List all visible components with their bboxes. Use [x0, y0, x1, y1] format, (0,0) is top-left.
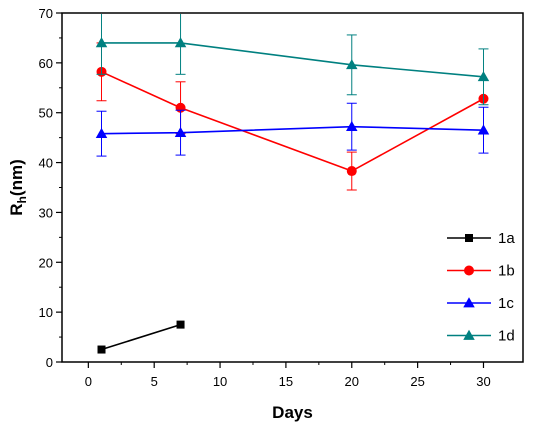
legend-item-1c: 1c: [447, 295, 514, 312]
legend-item-1b: 1b: [447, 263, 515, 280]
x-tick-label: 30: [476, 374, 490, 389]
data-point: [95, 37, 108, 48]
x-axis-title: Days: [272, 403, 313, 422]
plot-frame: [61, 12, 524, 363]
data-point: [477, 124, 490, 135]
x-tick-label: 15: [279, 374, 293, 389]
series-1d: [95, 14, 490, 106]
x-tick-label: 5: [151, 374, 158, 389]
x-tick-label: 20: [345, 374, 359, 389]
data-point: [346, 166, 357, 177]
legend-label: 1b: [498, 263, 515, 280]
y-axis-title-main: R: [7, 203, 26, 215]
legend-item-1a: 1a: [447, 230, 515, 247]
data-point: [174, 37, 187, 48]
y-axis-title-subscript: h: [15, 196, 29, 203]
y-tick-label: 60: [39, 56, 53, 71]
series-line: [101, 71, 484, 172]
x-tick-label: 25: [410, 374, 424, 389]
y-tick-label: 40: [39, 156, 53, 171]
legend-marker: [464, 265, 474, 276]
y-tick-label: 0: [46, 355, 53, 370]
data-point: [95, 127, 108, 138]
plot-marks: [95, 14, 490, 354]
y-tick-label: 50: [39, 106, 53, 121]
series-line: [101, 323, 181, 351]
series-1a: [97, 320, 185, 354]
legend-marker: [465, 234, 473, 242]
y-axis-title-suffix: (nm): [7, 159, 26, 196]
x-tick-label: 0: [85, 374, 92, 389]
data-point: [176, 320, 185, 329]
series-1c: [95, 102, 490, 157]
data-point: [477, 71, 490, 82]
x-tick-label: 10: [213, 374, 227, 389]
data-point: [174, 126, 187, 137]
y-tick-label: 70: [39, 6, 53, 21]
legend-item-1d: 1d: [447, 328, 515, 345]
y-tick-label: 10: [39, 305, 53, 320]
data-point: [346, 120, 358, 131]
data-point: [97, 345, 106, 354]
series-line: [101, 42, 484, 78]
axis-ticks: 0 5 10 15 20 25 30 0 10 20 30 40 50 60 70: [39, 6, 491, 389]
legend: 1a 1b 1c 1d: [447, 230, 515, 345]
legend-marker: [463, 329, 475, 340]
legend-label: 1d: [498, 328, 515, 345]
legend-marker: [463, 297, 475, 308]
data-point: [346, 59, 358, 70]
series-1b: [96, 42, 489, 191]
legend-label: 1a: [498, 230, 515, 247]
legend-label: 1c: [498, 295, 514, 312]
y-tick-label: 30: [39, 205, 53, 220]
series-line: [101, 125, 484, 135]
y-axis-title: Rh(nm): [7, 159, 29, 215]
y-tick-label: 20: [39, 255, 53, 270]
